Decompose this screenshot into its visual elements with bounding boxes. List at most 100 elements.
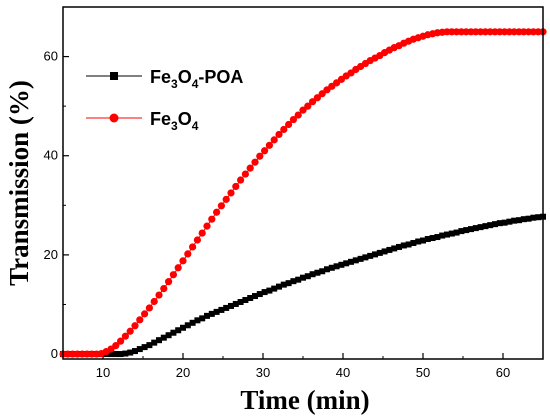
data-point	[252, 293, 258, 300]
data-point	[434, 234, 441, 241]
data-point	[155, 291, 163, 299]
data-point	[319, 268, 326, 275]
data-point	[261, 147, 269, 155]
series-line	[63, 31, 543, 355]
data-point	[376, 249, 383, 256]
data-point	[112, 342, 120, 350]
data-point	[156, 337, 162, 344]
data-point	[266, 287, 273, 294]
data-point	[381, 248, 388, 255]
data-point	[511, 217, 518, 224]
data-point	[122, 350, 129, 357]
data-point	[247, 295, 254, 302]
data-point	[410, 239, 417, 246]
data-point	[367, 252, 374, 259]
data-point	[429, 235, 436, 242]
data-point	[117, 351, 124, 358]
axis-ticks: 10 20 30 40 50 60 0 20 40 60	[44, 49, 544, 380]
data-point	[280, 125, 288, 134]
data-point	[289, 115, 297, 124]
series-fe3o4	[59, 28, 547, 358]
data-point	[405, 241, 412, 248]
data-point	[458, 228, 465, 235]
data-point	[420, 237, 426, 244]
data-point	[343, 260, 350, 267]
data-point	[309, 98, 317, 106]
data-point	[275, 130, 283, 139]
data-point	[213, 208, 221, 216]
data-point	[318, 90, 326, 98]
data-point	[179, 257, 187, 265]
data-point	[251, 158, 259, 166]
data-point	[391, 245, 398, 252]
legend-label: Fe3O4-POA	[150, 67, 243, 91]
data-point	[194, 317, 201, 324]
data-point	[415, 238, 422, 245]
data-point	[424, 236, 431, 243]
data-point	[295, 276, 302, 283]
legend-subscript: 4	[192, 77, 199, 91]
data-point	[501, 219, 508, 226]
data-point	[141, 344, 148, 351]
data-point	[174, 264, 182, 272]
data-point	[328, 264, 335, 271]
data-point	[396, 243, 402, 250]
data-point	[184, 250, 192, 258]
data-point	[256, 291, 263, 298]
data-point	[204, 312, 210, 319]
data-point	[227, 189, 235, 197]
data-point	[362, 254, 369, 261]
data-point	[324, 266, 330, 273]
data-point	[132, 348, 138, 355]
x-axis-title: Time (min)	[240, 385, 369, 415]
data-point	[285, 280, 292, 287]
data-point	[265, 141, 273, 149]
data-point	[304, 273, 311, 280]
legend-subscript: 3	[171, 119, 178, 133]
data-point	[261, 289, 268, 296]
data-point	[352, 257, 359, 264]
data-point	[189, 243, 197, 251]
x-tick-label: 30	[256, 365, 270, 380]
legend-item-fe3o4: Fe3O4	[86, 109, 199, 133]
legend-text-part: -POA	[198, 67, 243, 87]
data-point	[193, 236, 201, 244]
data-point	[280, 281, 287, 288]
data-point	[121, 332, 129, 340]
data-point	[300, 274, 306, 281]
data-point	[165, 278, 173, 286]
data-point	[208, 215, 216, 223]
data-point	[270, 136, 278, 144]
data-point	[439, 232, 446, 239]
data-point	[184, 322, 191, 329]
data-point	[145, 304, 153, 312]
data-point	[535, 214, 542, 221]
data-point	[175, 327, 182, 334]
x-tick-label: 10	[96, 365, 110, 380]
data-point	[468, 226, 474, 233]
data-point	[141, 310, 149, 318]
data-point	[285, 120, 293, 129]
data-point	[313, 94, 321, 102]
legend-marker	[110, 72, 118, 80]
data-point	[482, 223, 489, 230]
data-point	[386, 246, 393, 253]
data-point	[112, 351, 119, 358]
data-point	[165, 332, 172, 339]
data-point	[304, 102, 312, 110]
legend-text-part: Fe	[150, 67, 171, 87]
y-tick-label: 60	[44, 49, 58, 64]
data-point	[348, 258, 354, 265]
data-point	[242, 297, 249, 304]
data-point	[189, 319, 196, 326]
legend-text-part: O	[178, 109, 192, 129]
data-point	[117, 337, 125, 345]
data-point	[136, 346, 143, 353]
data-point	[448, 230, 455, 237]
legend-marker	[109, 113, 119, 123]
y-tick-label: 0	[51, 346, 58, 361]
data-point	[198, 229, 206, 237]
data-point	[127, 349, 134, 356]
legend-subscript: 3	[171, 77, 178, 91]
data-point	[169, 271, 177, 279]
